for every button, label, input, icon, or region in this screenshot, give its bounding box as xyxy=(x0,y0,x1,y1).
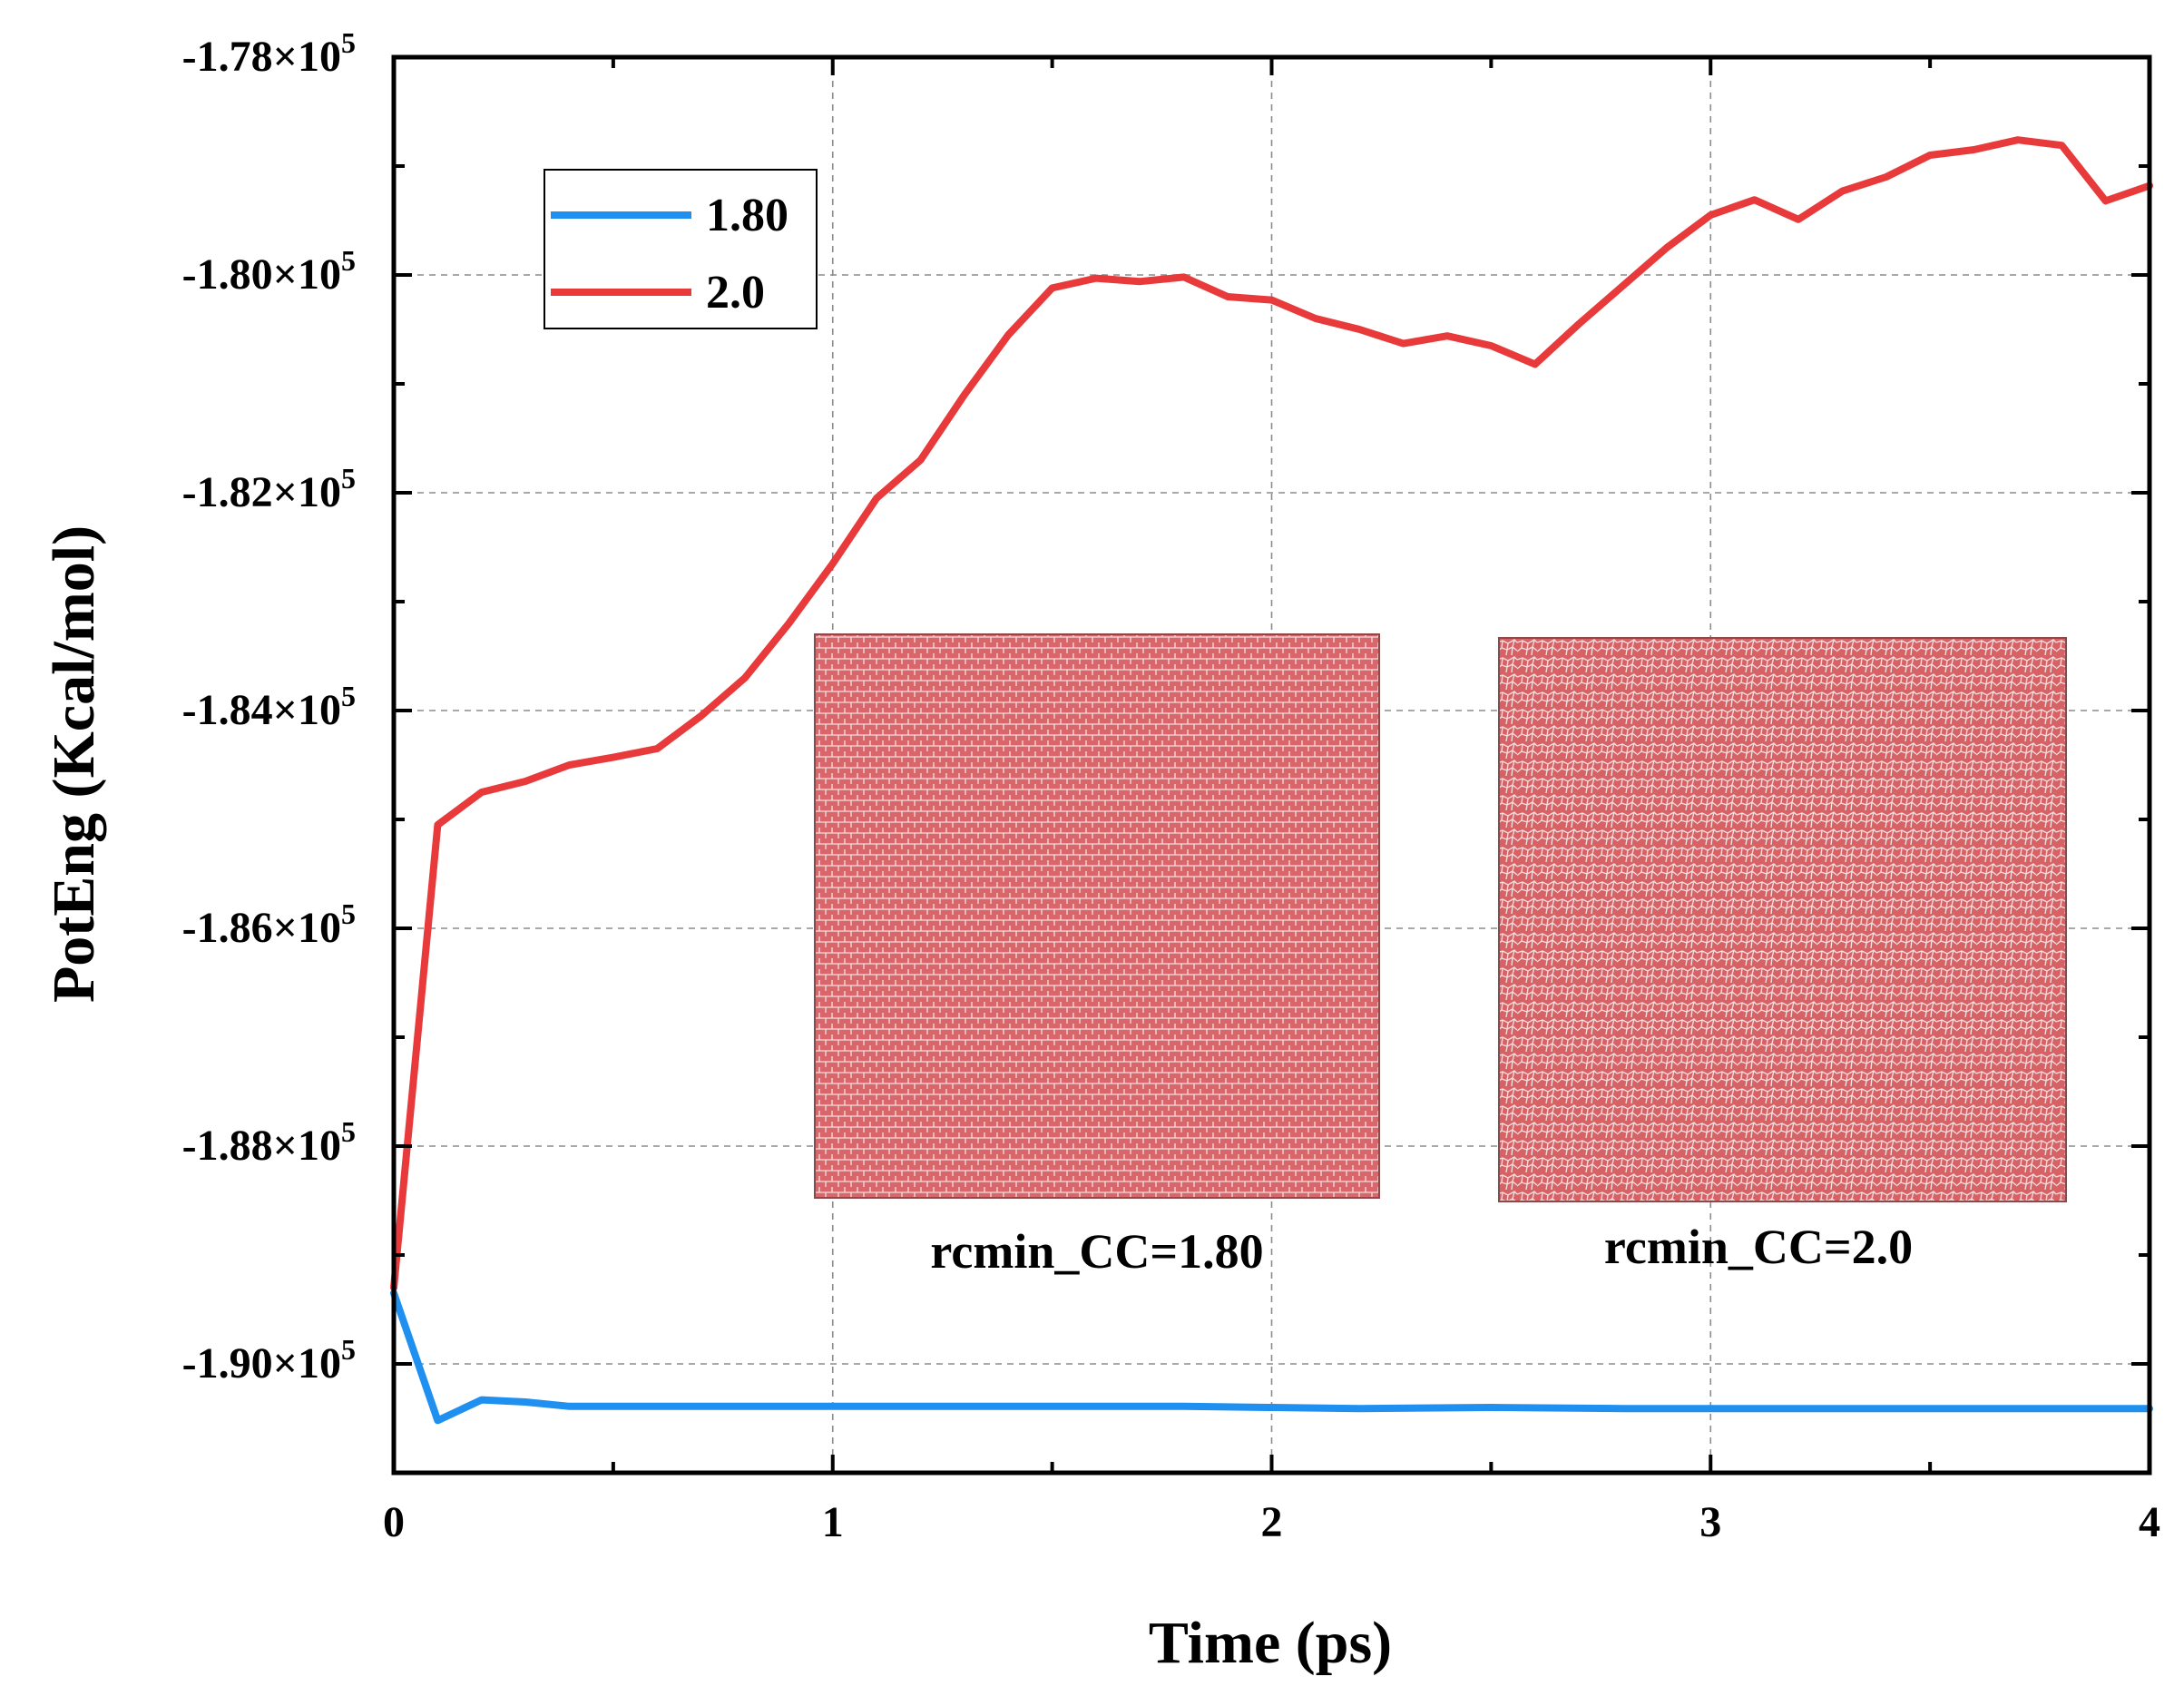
y-axis-title: PotEng (Kcal/mol) xyxy=(41,525,107,1003)
y-tick-exponent: 5 xyxy=(341,462,356,495)
inset-structure-image xyxy=(814,633,1380,1199)
y-tick-label: -1.86×105 xyxy=(182,897,356,952)
x-axis-title: Time (ps) xyxy=(1149,1610,1392,1676)
y-tick-label: -1.88×105 xyxy=(182,1115,356,1170)
y-tick-exponent: 5 xyxy=(341,897,356,930)
y-tick-exponent: 5 xyxy=(341,680,356,712)
inset-caption: rcmin_CC=2.0 xyxy=(1604,1220,1913,1274)
inset-caption: rcmin_CC=1.80 xyxy=(930,1224,1263,1279)
legend-label: 1.80 xyxy=(706,190,788,241)
x-tick-label: 2 xyxy=(1261,1498,1283,1546)
plot-lines xyxy=(390,136,2153,1425)
axis-ticks: 0 1 2 3 4 -1.78×105 -1.80×105 -1.82×105 -1.84×10… xyxy=(182,26,2160,1546)
y-tick-exponent: 5 xyxy=(341,26,356,59)
y-tick-exponent: 5 xyxy=(341,1333,356,1366)
legend-box xyxy=(544,169,818,329)
x-tick-label: 1 xyxy=(822,1498,844,1546)
insets: rcmin_CC=1.80 rcmin_CC=2.0 xyxy=(814,633,2067,1279)
inset-structure-image xyxy=(1498,637,2067,1202)
y-tick-label: -1.90×105 xyxy=(182,1333,356,1387)
x-tick-label: 0 xyxy=(383,1498,405,1546)
y-tick-label: -1.84×105 xyxy=(182,680,356,734)
series-line xyxy=(390,1289,2153,1425)
legend-label: 2.0 xyxy=(706,267,765,319)
y-tick-label: -1.82×105 xyxy=(182,462,356,516)
x-tick-label: 4 xyxy=(2139,1498,2160,1546)
legend: 1.80 2.0 xyxy=(544,169,818,329)
y-tick-label: -1.80×105 xyxy=(182,244,356,299)
y-tick-label: -1.78×105 xyxy=(182,26,356,81)
x-tick-label: 3 xyxy=(1699,1498,1721,1546)
series-line xyxy=(390,136,2153,1291)
y-tick-exponent: 5 xyxy=(341,1115,356,1148)
y-tick-exponent: 5 xyxy=(341,244,356,277)
